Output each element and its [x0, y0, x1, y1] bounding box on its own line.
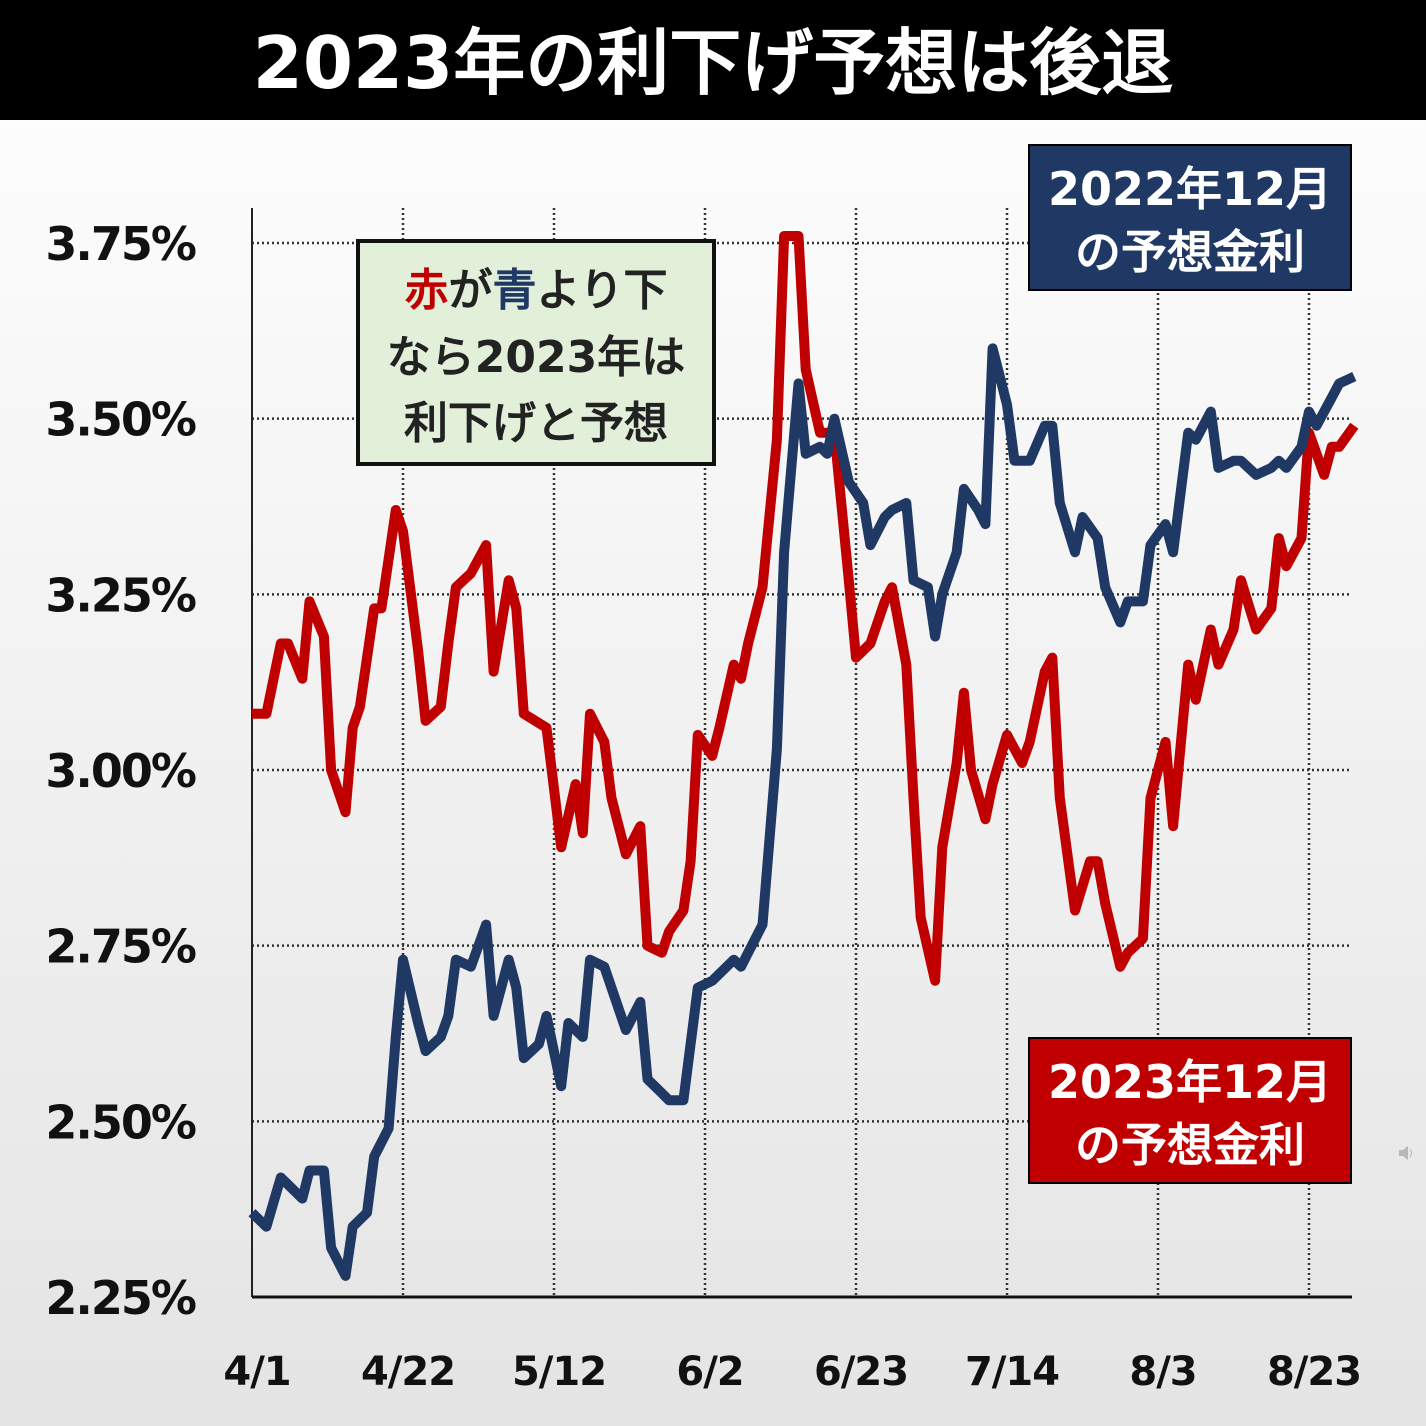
- legend-2022: 2022年12月 の予想金利: [1028, 144, 1352, 291]
- y-tick-label: 3.75%: [45, 217, 195, 271]
- annotation-ga: が: [448, 265, 492, 316]
- legend-2023-line-2: の予想金利: [1075, 1118, 1305, 1172]
- legend-2023-line-1: 2023年12月: [1048, 1055, 1332, 1109]
- chart-title: 2023年の利下げ予想は後退: [253, 21, 1173, 105]
- annotation-box: 赤が青より下 なら2023年は 利下げと予想: [356, 239, 716, 466]
- legend-2023: 2023年12月 の予想金利: [1028, 1037, 1352, 1184]
- annotation-line-1: 赤が青より下: [404, 265, 667, 316]
- series-lines: [248, 231, 1359, 1281]
- legend-2023-box: [1028, 1037, 1352, 1184]
- y-tick-label: 2.75%: [45, 920, 195, 974]
- speaker-icon[interactable]: [1399, 1146, 1412, 1160]
- series-line-2023年12月: [252, 231, 1359, 986]
- annotation-red-word: 赤: [404, 265, 448, 316]
- annotation-blue-word: 青: [492, 265, 536, 316]
- y-tick-label: 2.25%: [45, 1271, 195, 1325]
- x-tick-label: 8/3: [1129, 1349, 1196, 1395]
- x-tick-label: 6/2: [676, 1349, 743, 1395]
- y-tick-label: 3.25%: [45, 568, 195, 622]
- x-tick-label: 5/12: [512, 1349, 606, 1395]
- x-tick-label: 7/14: [965, 1349, 1059, 1395]
- legend-2022-line-2: の予想金利: [1075, 225, 1305, 279]
- y-tick-label: 3.50%: [45, 393, 195, 447]
- annotation-line-2: なら2023年は: [387, 332, 685, 383]
- y-tick-label: 3.00%: [45, 744, 195, 798]
- x-tick-label: 4/1: [223, 1349, 290, 1395]
- title-bar: [0, 0, 1426, 120]
- legend-2022-line-1: 2022年12月: [1048, 162, 1332, 216]
- y-tick-label: 2.50%: [45, 1095, 195, 1149]
- x-tick-label: 6/23: [814, 1349, 908, 1395]
- annotation-background: [356, 239, 716, 466]
- annotation-line-3: 利下げと予想: [404, 398, 668, 449]
- legend-2022-box: [1028, 144, 1352, 291]
- y-axis-ticks: 2.25% 2.50% 2.75% 3.00% 3.25% 3.50% 3.75%: [45, 217, 197, 1325]
- x-tick-label: 4/22: [361, 1349, 455, 1395]
- x-tick-label: 8/23: [1267, 1349, 1361, 1395]
- series-line-2022年12月: [248, 343, 1357, 1281]
- annotation-rest: より下: [536, 265, 667, 316]
- x-axis-ticks: 4/1 4/22 5/12 6/2 6/23 7/14 8/3 8/23: [223, 1349, 1362, 1395]
